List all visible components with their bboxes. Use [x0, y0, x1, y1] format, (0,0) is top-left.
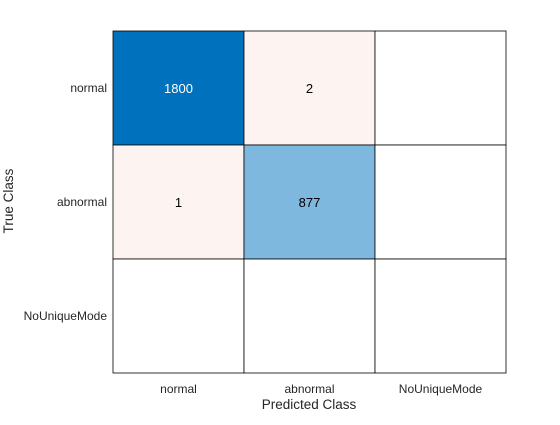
cell-value-label: 877 — [299, 195, 321, 210]
matrix-cell-NoUniqueMode-NoUniqueMode — [374, 258, 507, 374]
matrix-cell-labels: 1800 2 1 877 — [164, 81, 320, 210]
matrix-cell-abnormal-normal — [112, 144, 245, 260]
y-tick-label: normal — [70, 81, 107, 95]
matrix-cell-abnormal-abnormal — [243, 144, 376, 260]
matrix-cells — [112, 30, 507, 374]
x-tick-labels: normal abnormal NoUniqueMode — [160, 382, 482, 396]
x-tick-label: normal — [160, 382, 197, 396]
y-axis-label: True Class — [1, 168, 16, 233]
matrix-cell-NoUniqueMode-normal — [112, 258, 245, 374]
matrix-cell-normal-NoUniqueMode — [374, 30, 507, 146]
x-tick-label: abnormal — [284, 382, 334, 396]
cell-value-label: 1 — [175, 195, 182, 210]
matrix-cell-normal-abnormal — [243, 30, 376, 146]
matrix-cell-NoUniqueMode-abnormal — [243, 258, 376, 374]
matrix-cell-abnormal-NoUniqueMode — [374, 144, 507, 260]
y-tick-label: abnormal — [57, 195, 107, 209]
cell-value-label: 2 — [306, 81, 313, 96]
cell-value-label: 1800 — [164, 81, 193, 96]
y-tick-labels: normal abnormal NoUniqueMode — [24, 81, 108, 323]
y-tick-label: NoUniqueMode — [24, 309, 108, 323]
x-tick-label: NoUniqueMode — [399, 382, 483, 396]
matrix-cell-normal-normal — [112, 30, 245, 146]
x-axis-label: Predicted Class — [262, 397, 357, 412]
